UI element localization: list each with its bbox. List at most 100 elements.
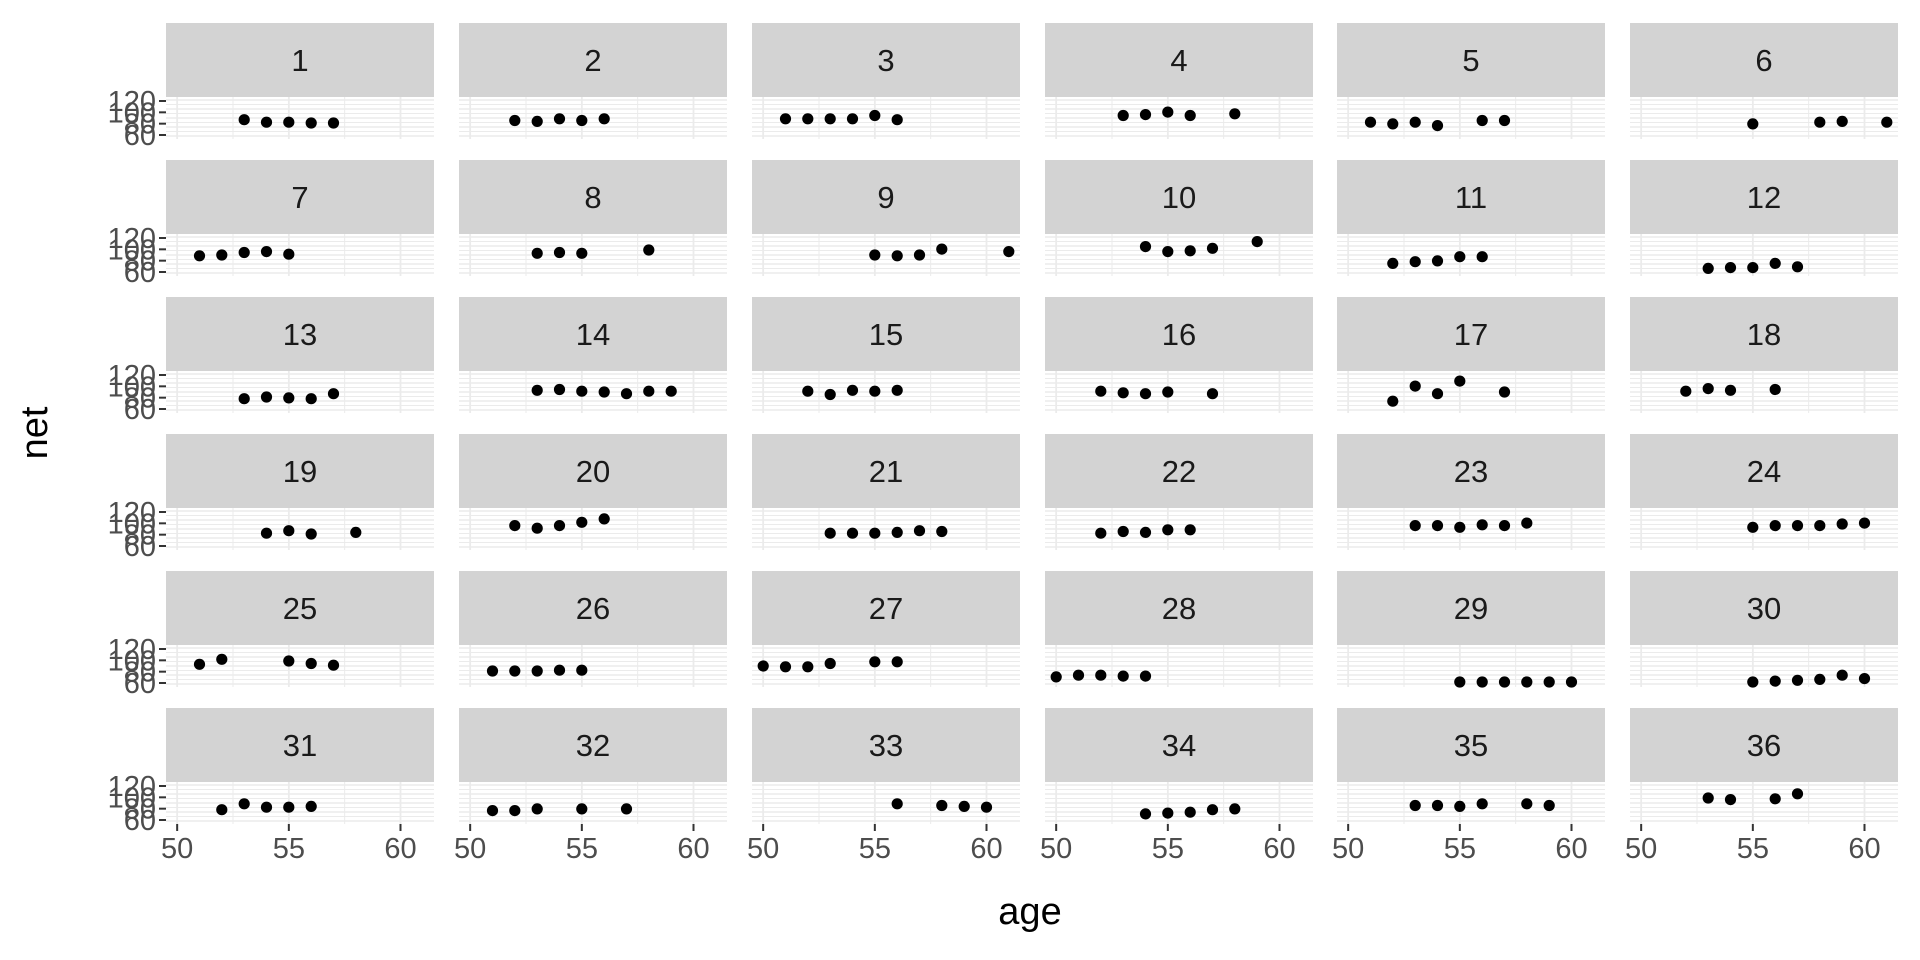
data-point: [305, 800, 317, 813]
data-point: [643, 244, 655, 256]
data-point: [1003, 246, 1015, 258]
data-point: [958, 800, 970, 813]
facet-strip: [166, 434, 434, 508]
data-point: [260, 246, 273, 258]
y-tick-label: 100: [108, 97, 156, 129]
data-point: [193, 250, 206, 262]
facet-strip: [1630, 23, 1898, 97]
data-point: [1791, 788, 1804, 800]
facet-strip-label: 31: [283, 728, 317, 763]
facet-strip: [1630, 160, 1898, 234]
data-point: [1139, 526, 1152, 539]
facet-panel: 9: [752, 160, 1020, 276]
y-tick-label: 100: [108, 645, 156, 677]
x-tick-label: 50: [1040, 833, 1072, 865]
facet-strip: [459, 23, 727, 97]
data-point: [576, 664, 588, 676]
data-point: [1139, 388, 1152, 400]
data-point: [1769, 675, 1781, 687]
facet-strip: [1045, 23, 1313, 97]
data-point: [1498, 386, 1511, 398]
facet-strip-label: 19: [283, 454, 317, 489]
data-point: [1814, 520, 1826, 532]
facet-strip-label: 15: [869, 317, 903, 352]
facet-panel: 36: [1630, 708, 1898, 824]
data-point: [509, 114, 521, 127]
facet-panel: 11: [1337, 160, 1605, 276]
data-point: [891, 656, 903, 668]
facet-strip-label: 36: [1747, 728, 1781, 763]
data-point: [936, 799, 948, 812]
data-point: [486, 665, 499, 677]
facet-strip-label: 22: [1162, 454, 1196, 489]
data-point: [1769, 257, 1781, 269]
data-point: [1814, 116, 1826, 128]
data-point: [1454, 375, 1466, 387]
facet-panel: 4: [1045, 23, 1313, 139]
data-point: [193, 658, 206, 670]
facet-strip-label: 7: [291, 180, 308, 215]
data-point: [846, 384, 859, 396]
data-point: [913, 249, 926, 261]
facet-panel: 1: [166, 23, 434, 139]
data-point: [531, 803, 543, 815]
y-axis-title: net: [14, 406, 56, 459]
data-point: [1454, 676, 1466, 688]
y-tick-label: 80: [124, 657, 156, 689]
facet-strip: [752, 160, 1020, 234]
data-point: [1364, 116, 1377, 128]
data-point: [1072, 669, 1085, 681]
facet-strip: [1045, 434, 1313, 508]
data-point: [576, 247, 588, 259]
data-point: [238, 246, 250, 259]
data-point: [1431, 255, 1444, 267]
facet-strip: [459, 708, 727, 782]
data-point: [1724, 384, 1737, 396]
data-point: [1095, 527, 1107, 539]
data-point: [283, 392, 295, 404]
data-point: [1139, 109, 1152, 121]
facet-panel: 34: [1045, 708, 1313, 824]
data-point: [260, 116, 273, 128]
facet-strip-label: 5: [1462, 43, 1479, 78]
data-point: [1747, 118, 1759, 130]
data-point: [913, 525, 926, 537]
facet-strip: [1630, 434, 1898, 508]
y-tick-label: 80: [124, 383, 156, 415]
facet-strip: [752, 23, 1020, 97]
facet-strip-label: 24: [1747, 454, 1781, 489]
facet-strip: [752, 297, 1020, 371]
data-point: [1139, 808, 1152, 820]
data-point: [598, 113, 610, 125]
data-point: [1117, 525, 1129, 538]
data-point: [1162, 246, 1174, 258]
facet-strip: [1045, 297, 1313, 371]
x-tick-label: 50: [1625, 833, 1657, 865]
facet-strip: [1337, 160, 1605, 234]
facet-strip-label: 13: [283, 317, 317, 352]
facet-panel: 18: [1630, 297, 1898, 413]
data-point: [283, 116, 295, 128]
y-tick-label: 80: [124, 794, 156, 826]
x-tick-label: 55: [1737, 833, 1769, 865]
facet-strip: [166, 571, 434, 645]
facet-panel: 32: [459, 708, 727, 824]
facet-panel: 24: [1630, 434, 1898, 550]
facet-strip-label: 17: [1454, 317, 1488, 352]
data-point: [1409, 799, 1421, 812]
data-point: [1724, 794, 1737, 806]
data-point: [283, 801, 295, 813]
facet-panel: 28: [1045, 571, 1313, 687]
data-point: [531, 247, 543, 259]
data-point: [1543, 676, 1555, 688]
data-point: [757, 660, 769, 672]
facet-strip-label: 9: [877, 180, 894, 215]
facet-strip-label: 4: [1170, 43, 1187, 78]
facet-strip: [1630, 297, 1898, 371]
x-tick-label: 60: [677, 833, 709, 865]
data-point: [1724, 262, 1737, 274]
data-point: [1521, 676, 1533, 688]
data-point: [1454, 251, 1466, 263]
x-tick-label: 55: [1152, 833, 1184, 865]
